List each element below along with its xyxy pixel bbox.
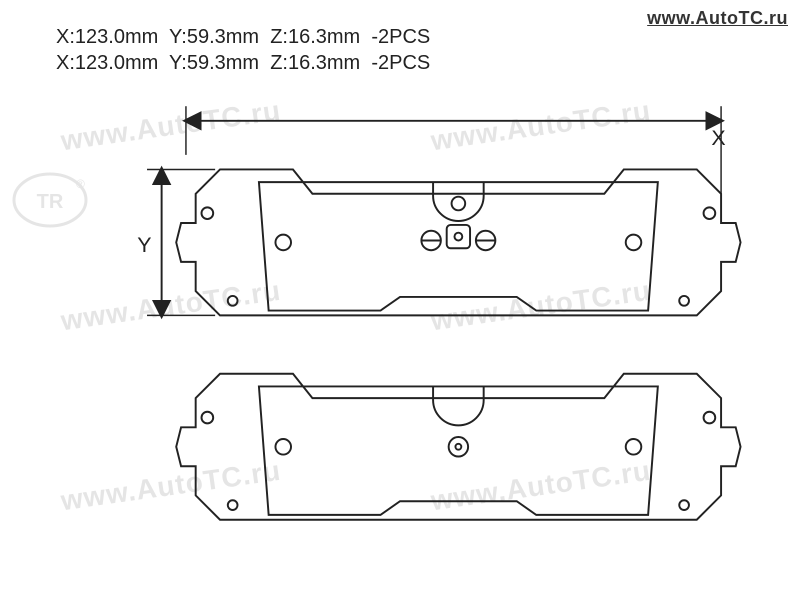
spec-qty: 2PCS xyxy=(378,52,430,74)
site-url: www.AutoTC.ru xyxy=(647,8,788,29)
spec-x: 123.0mm xyxy=(75,52,158,74)
brake-pad-top xyxy=(176,169,740,315)
spec-x: 123.0mm xyxy=(75,26,158,48)
spec-z: 16.3mm xyxy=(288,52,360,74)
spec-line-1: X:123.0mm Y:59.3mm Z:16.3mm -2PCS xyxy=(56,24,430,50)
spec-line-2: X:123.0mm Y:59.3mm Z:16.3mm -2PCS xyxy=(56,50,430,76)
spec-qty: 2PCS xyxy=(378,26,430,48)
brake-pad-bottom xyxy=(176,374,740,520)
spec-y: 59.3mm xyxy=(187,52,259,74)
spec-y: 59.3mm xyxy=(187,26,259,48)
brake-pad-diagram: X Y xyxy=(40,80,760,580)
y-label: Y xyxy=(137,233,151,257)
x-label: X xyxy=(711,126,725,150)
spec-block: X:123.0mm Y:59.3mm Z:16.3mm -2PCS X:123.… xyxy=(56,24,430,76)
spec-z: 16.3mm xyxy=(288,26,360,48)
